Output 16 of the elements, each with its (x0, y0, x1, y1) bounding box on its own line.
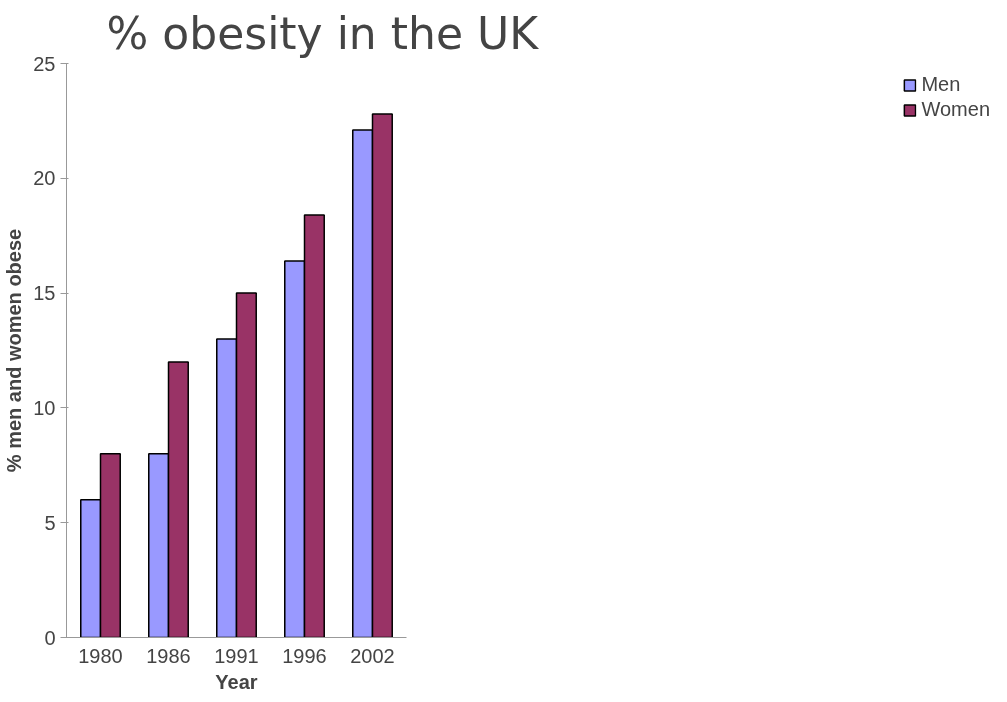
x-tick-label: 2002 (350, 644, 395, 667)
x-tick-label: 1991 (214, 644, 259, 667)
legend-label: Men (921, 73, 961, 96)
x-axis-title: Year (215, 670, 258, 693)
y-tick-label: 25 (33, 52, 56, 75)
y-tick-label: 15 (33, 282, 56, 305)
legend-label: Women (921, 98, 990, 121)
y-tick-label: 0 (44, 626, 56, 649)
x-tick-label: 1986 (146, 644, 191, 667)
y-axis-title: % men and women obese (3, 228, 26, 473)
y-tick-label: 20 (33, 167, 56, 190)
chart-title: % obesity in the UK (106, 7, 540, 59)
y-tick-label: 10 (33, 396, 56, 419)
y-tick-label: 5 (44, 511, 56, 534)
x-tick-label: 1980 (78, 644, 123, 667)
x-tick-label: 1996 (282, 644, 327, 667)
